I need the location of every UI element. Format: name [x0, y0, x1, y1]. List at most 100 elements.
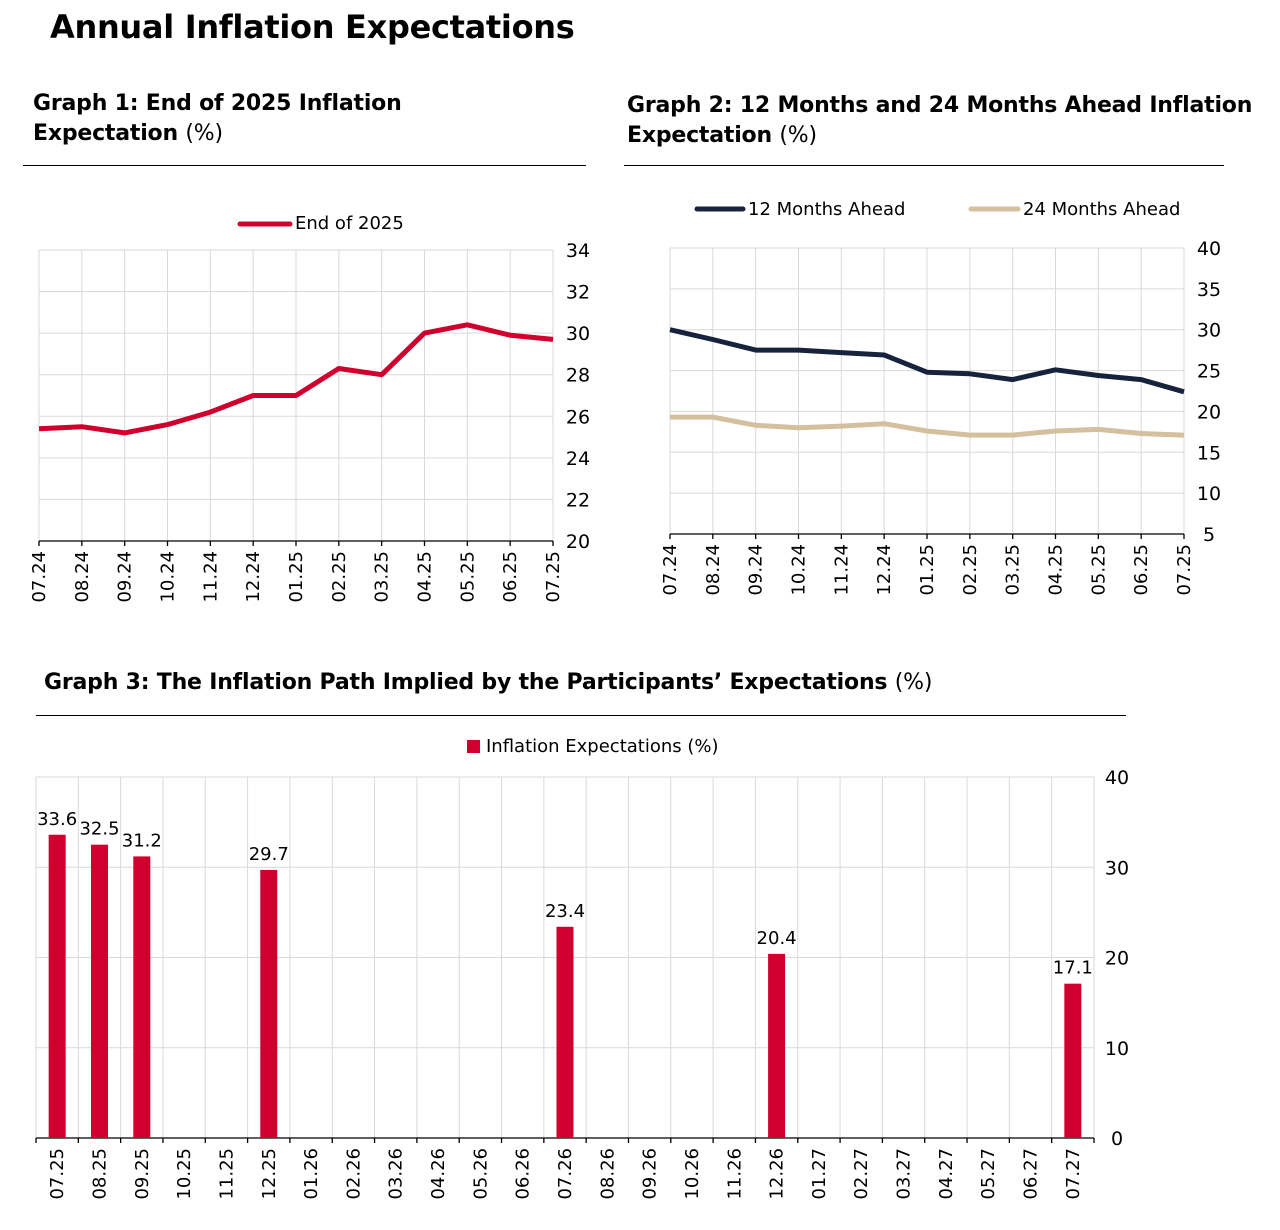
- graph2-x-label: 03.25: [1003, 544, 1024, 596]
- graph2-x-label: 12.24: [874, 544, 895, 596]
- graph3-bar: [556, 926, 574, 1138]
- graph2-title-unit: (%): [779, 123, 817, 148]
- graph2-x-label: 01.25: [917, 544, 938, 596]
- graph3-ytick-label: 30: [1105, 857, 1129, 879]
- graph1-ytick-label: 22: [566, 489, 590, 511]
- graph3-bar: [1064, 983, 1082, 1138]
- graph2-ytick-label: 10: [1197, 483, 1221, 505]
- graph3-bar: [48, 834, 66, 1138]
- graph2-ytick-label: 25: [1197, 361, 1221, 383]
- graph3-ytick-label: 10: [1105, 1038, 1129, 1060]
- graph1-x-label: 06.25: [500, 551, 521, 603]
- graph3-x-label: 04.26: [428, 1148, 449, 1200]
- graph1-ytick-label: 26: [566, 406, 590, 428]
- graph1-x-label: 02.25: [329, 551, 350, 603]
- graph1-x-label: 08.24: [72, 551, 93, 603]
- graph1-title-unit: (%): [185, 121, 223, 146]
- graph3-x-label: 07.26: [555, 1148, 576, 1200]
- graph2-title-line2: Expectation: [627, 123, 772, 148]
- graph3-bar: [133, 856, 151, 1138]
- graph3-x-label: 10.26: [682, 1148, 703, 1200]
- graph3-x-label: 11.26: [724, 1148, 745, 1200]
- graph1-ytick-label: 34: [566, 240, 590, 262]
- graph3-ytick-label: 0: [1111, 1128, 1123, 1150]
- graph3-x-label: 09.26: [640, 1148, 661, 1200]
- graph3-x-label: 04.27: [936, 1148, 957, 1200]
- graph3-x-label: 03.26: [386, 1148, 407, 1200]
- graph1-x-label: 07.24: [29, 551, 50, 603]
- graph3-x-label: 05.27: [978, 1148, 999, 1200]
- graph2-x-label: 05.25: [1088, 544, 1109, 596]
- graph2-x-label: 09.24: [746, 544, 767, 596]
- graph1-title-line2: Expectation: [33, 121, 178, 146]
- graph3-x-label: 08.26: [597, 1148, 618, 1200]
- graph1-ytick-label: 30: [566, 323, 590, 345]
- graph3-bar: [260, 869, 278, 1138]
- graph2-ytick-label: 5: [1203, 524, 1215, 546]
- graph1-x-label: 12.24: [243, 551, 264, 603]
- graph3-x-label: 12.25: [259, 1148, 280, 1200]
- graph3-bar-label: 20.4: [757, 928, 797, 949]
- graph3-x-label: 10.25: [174, 1148, 195, 1200]
- graph1-ytick-label: 20: [566, 531, 590, 553]
- graph1-x-label: 07.25: [543, 551, 564, 603]
- graph3-ytick-label: 20: [1105, 948, 1129, 970]
- page-title: Annual Inflation Expectations: [50, 8, 575, 46]
- graph3-x-label: 11.25: [216, 1148, 237, 1200]
- graph2-x-label: 10.24: [789, 544, 810, 596]
- graph1-title-line1: Graph 1: End of 2025 Inflation: [33, 91, 402, 116]
- graph3-bar-label: 33.6: [37, 809, 77, 830]
- graph3-title: Graph 3: The Inflation Path Implied by t…: [44, 668, 932, 698]
- graph3-x-label: 08.25: [89, 1148, 110, 1200]
- graph1-ytick-label: 32: [566, 282, 590, 304]
- graph3-x-label: 03.27: [894, 1148, 915, 1200]
- graph3-title-text: Graph 3: The Inflation Path Implied by t…: [44, 670, 888, 695]
- graph2-ytick-label: 40: [1197, 238, 1221, 260]
- graph2-ytick-label: 20: [1197, 401, 1221, 423]
- graph2-x-label: 06.25: [1131, 544, 1152, 596]
- graph1-series-line-1: [38, 322, 554, 436]
- graph2-x-label: 02.25: [960, 544, 981, 596]
- graph3-x-label: 07.27: [1063, 1148, 1084, 1200]
- graph1-x-label: 05.25: [457, 551, 478, 603]
- graph2-x-label: 07.25: [1174, 544, 1195, 596]
- graph3-legend-marker: [467, 740, 480, 753]
- graph1-x-label: 10.24: [158, 551, 179, 603]
- graph3-x-label: 06.27: [1021, 1148, 1042, 1200]
- graph3-x-label: 02.27: [851, 1148, 872, 1200]
- graph3-x-label: 02.26: [343, 1148, 364, 1200]
- graph1-x-label: 03.25: [372, 551, 393, 603]
- graph1-title-rule: [23, 165, 586, 166]
- graph2-title-line1: Graph 2: 12 Months and 24 Months Ahead I…: [627, 93, 1253, 118]
- graph1-x-label: 11.24: [200, 551, 221, 603]
- graph1-legend-label: End of 2025: [295, 213, 404, 234]
- graph2-x-label: 08.24: [703, 544, 724, 596]
- graph3-bar-label: 23.4: [545, 901, 585, 922]
- graph3-ytick-label: 40: [1105, 767, 1129, 789]
- graph3-bar-label: 31.2: [122, 830, 162, 851]
- graph2-legend-label: 24 Months Ahead: [1023, 199, 1180, 220]
- graph2-x-label: 04.25: [1046, 544, 1067, 596]
- graph1-x-label: 04.25: [415, 551, 436, 603]
- graph2-x-label: 11.24: [831, 544, 852, 596]
- graph1-x-label: 09.24: [115, 551, 136, 603]
- graph3-bar-label: 32.5: [79, 819, 119, 840]
- graph2-ytick-label: 35: [1197, 279, 1221, 301]
- graph1-x-label: 01.25: [286, 551, 307, 603]
- graph3-x-label: 06.26: [513, 1148, 534, 1200]
- graph3-bar: [768, 953, 786, 1138]
- graph1-ytick-label: 24: [566, 448, 590, 470]
- graph2-title: Graph 2: 12 Months and 24 Months Ahead I…: [627, 91, 1252, 151]
- graph2-title-rule: [624, 165, 1224, 166]
- graph3-x-label: 09.25: [132, 1148, 153, 1200]
- graph3-bar: [90, 844, 108, 1138]
- graph3-x-label: 01.27: [809, 1148, 830, 1200]
- graph3-x-label: 12.26: [767, 1148, 788, 1200]
- graph3-x-label: 07.25: [47, 1148, 68, 1200]
- graph3-legend-label: Inflation Expectations (%): [486, 736, 719, 757]
- graph2-series-line-2: [670, 414, 1185, 438]
- graph2-ytick-label: 30: [1197, 320, 1221, 342]
- graph3-bar-label: 29.7: [249, 844, 289, 865]
- graph2-x-label: 07.24: [660, 544, 681, 596]
